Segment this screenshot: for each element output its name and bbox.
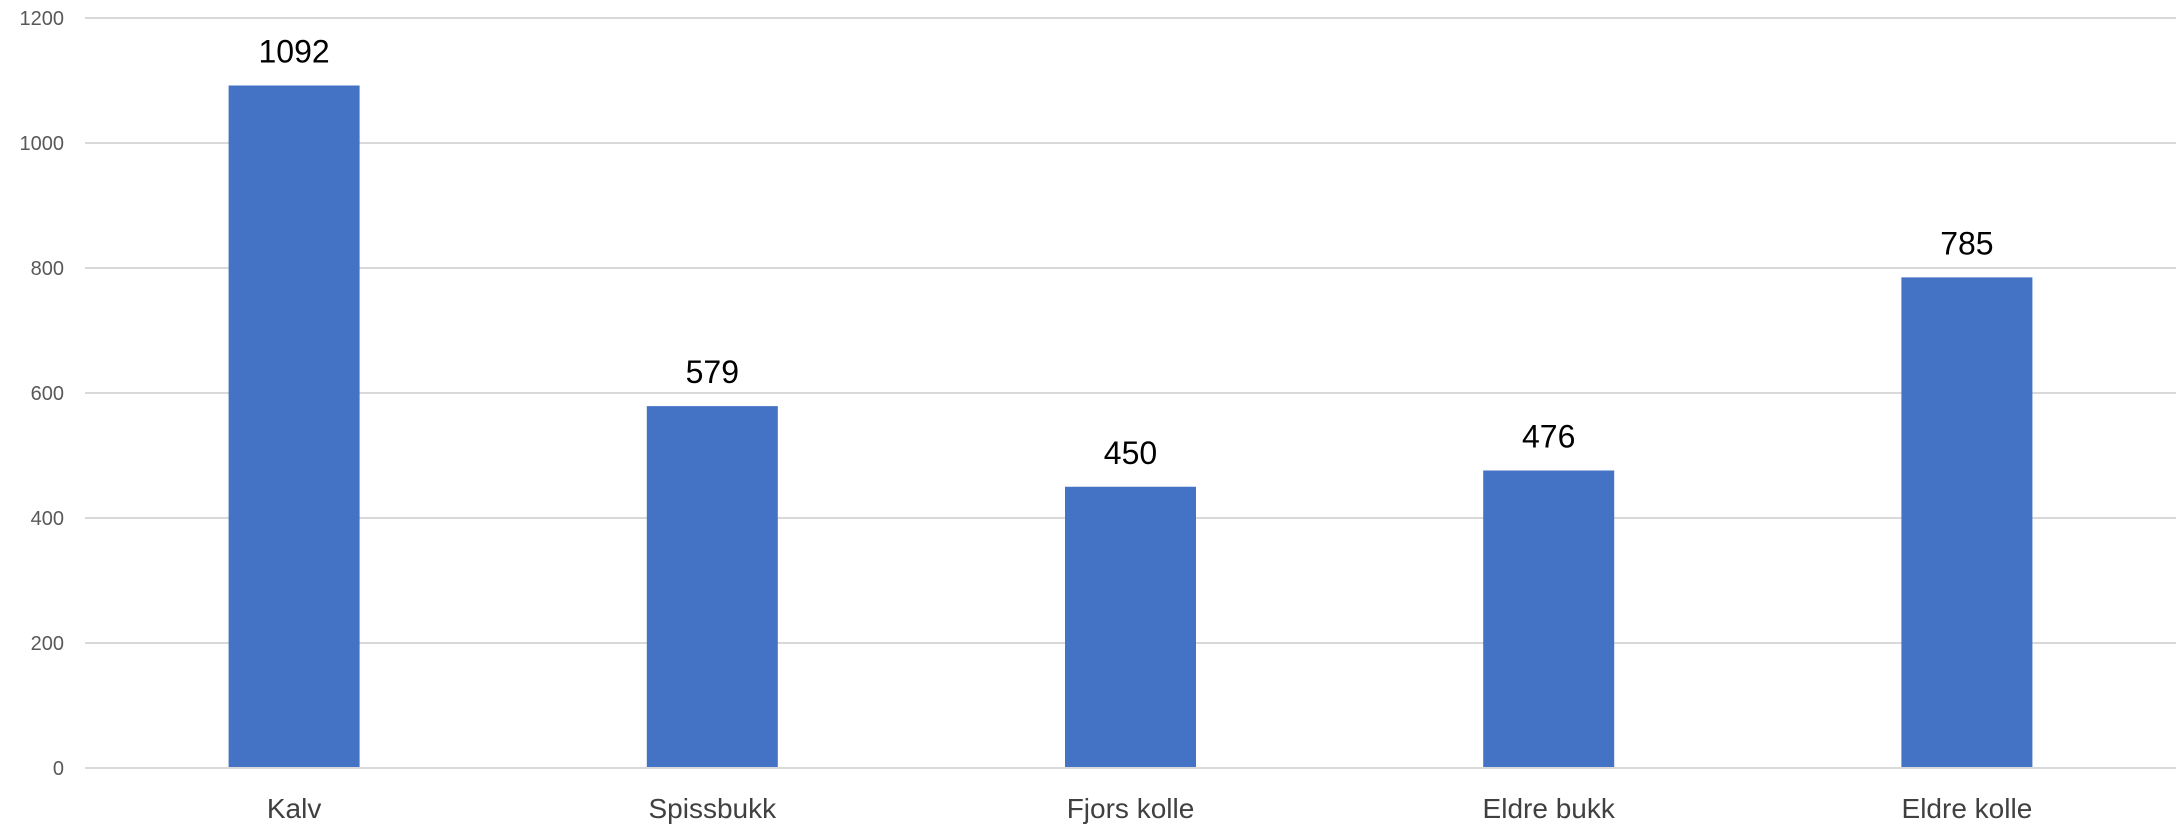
y-tick-label: 800 bbox=[31, 258, 64, 280]
bar-fjors-kolle bbox=[1065, 486, 1196, 768]
y-tick-label: 400 bbox=[31, 508, 64, 530]
y-tick-label: 1200 bbox=[20, 8, 65, 30]
bars bbox=[228, 85, 2033, 768]
data-label: 785 bbox=[1940, 225, 1993, 261]
bar-spissbukk bbox=[646, 406, 778, 768]
y-tick-label: 0 bbox=[53, 758, 64, 780]
bar-eldre-bukk bbox=[1483, 470, 1615, 768]
data-label: 450 bbox=[1104, 435, 1157, 471]
data-label: 476 bbox=[1522, 419, 1575, 455]
data-label: 1092 bbox=[259, 34, 330, 70]
x-axis-ticks: Kalv Spissbukk Fjors kolle Eldre bukk Eldre … bbox=[267, 793, 2032, 824]
y-axis-ticks: 0 200 400 600 800 1000 1200 bbox=[20, 8, 65, 780]
x-tick-label: Eldre kolle bbox=[1902, 793, 2033, 824]
gridlines bbox=[85, 17, 2176, 644]
y-tick-label: 200 bbox=[31, 633, 64, 655]
x-tick-label: Eldre bukk bbox=[1483, 793, 1616, 824]
x-tick-label: Kalv bbox=[267, 793, 321, 824]
data-labels: 1092 579 450 476 785 bbox=[259, 34, 1994, 471]
data-label: 579 bbox=[686, 354, 739, 390]
x-tick-label: Fjors kolle bbox=[1067, 793, 1195, 824]
x-tick-label: Spissbukk bbox=[648, 793, 777, 824]
y-tick-label: 1000 bbox=[20, 133, 65, 155]
bar-eldre-kolle bbox=[1901, 277, 2033, 768]
y-tick-label: 600 bbox=[31, 383, 64, 405]
bar-kalv bbox=[228, 85, 360, 768]
